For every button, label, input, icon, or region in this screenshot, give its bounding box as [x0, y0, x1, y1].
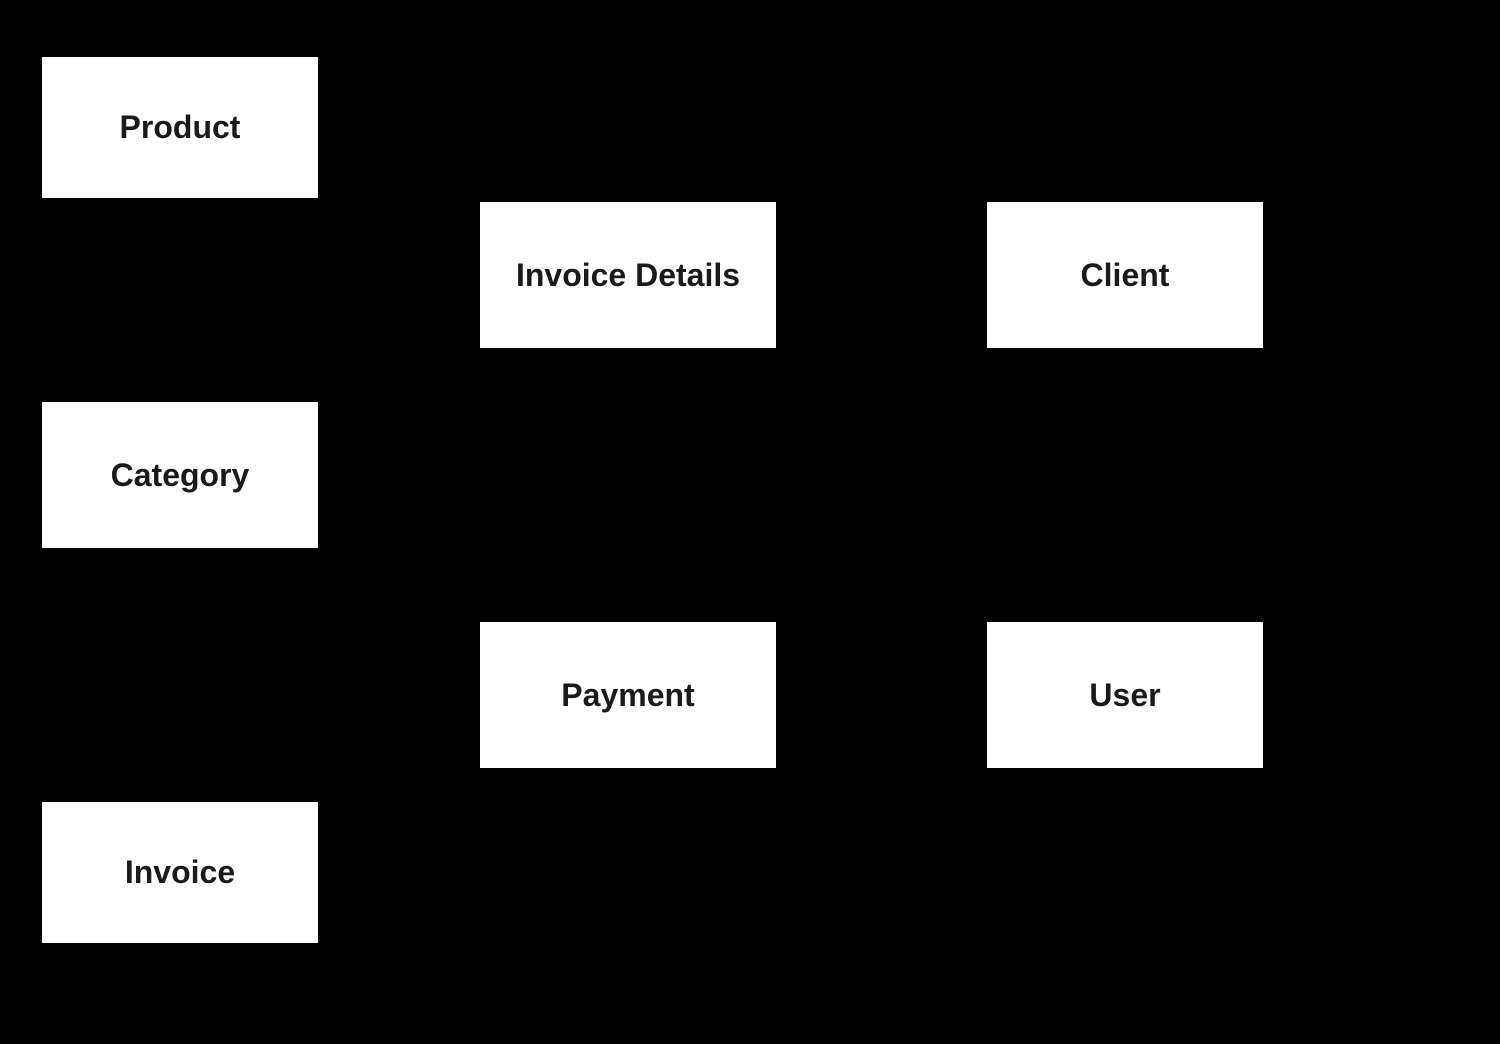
node-label-product: Product [120, 109, 241, 146]
node-client: Client [985, 200, 1265, 350]
node-label-user: User [1089, 677, 1160, 714]
node-product: Product [40, 55, 320, 200]
node-label-category: Category [111, 457, 250, 494]
node-invoice: Invoice [40, 800, 320, 945]
diagram-canvas: Product Category Invoice Invoice Details Pay… [0, 0, 1500, 1044]
node-category: Category [40, 400, 320, 550]
node-label-payment: Payment [561, 677, 694, 714]
node-label-invoice: Invoice [125, 854, 235, 891]
node-invoice-details: Invoice Details [478, 200, 778, 350]
node-label-invoice-details: Invoice Details [516, 257, 740, 294]
node-user: User [985, 620, 1265, 770]
node-payment: Payment [478, 620, 778, 770]
node-label-client: Client [1081, 257, 1170, 294]
